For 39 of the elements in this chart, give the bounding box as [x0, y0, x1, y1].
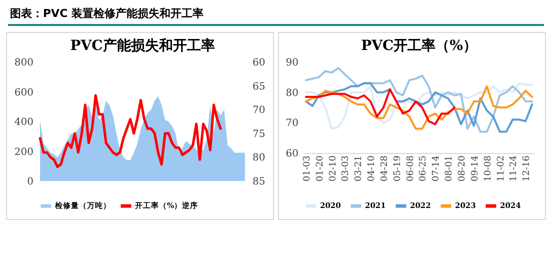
- x-tick-label: 10-08: [483, 155, 494, 182]
- x-tick-label: 01-03: [302, 155, 312, 182]
- line-series: [38, 94, 222, 168]
- y-tick-label: 60: [286, 148, 298, 160]
- x-tick-label: 03-21: [354, 156, 364, 182]
- x-tick-label: 11-24: [509, 155, 520, 182]
- x-tick-label: 04-28: [380, 155, 390, 182]
- x-tick-label: 04-10: [367, 155, 378, 182]
- y-tick-label: 200: [14, 146, 34, 158]
- x-tick-label: 03-03: [341, 155, 352, 182]
- y-tick-label: 70: [286, 118, 298, 130]
- y2-tick-label: 75: [252, 128, 266, 140]
- y2-tick-label: 65: [252, 81, 266, 92]
- line-series: [304, 67, 534, 133]
- y-tick-label: 80: [286, 88, 298, 99]
- y-tick-label: 800: [14, 58, 34, 68]
- x-tick-label: 08-01: [444, 156, 455, 182]
- chart-title: PVC开工率（%）: [361, 37, 477, 54]
- x-tick-label: 05-19: [392, 155, 403, 182]
- y2-tick-label: 60: [252, 58, 266, 68]
- y-tick-label: 0: [27, 176, 34, 188]
- x-tick-label: 12-16: [522, 155, 532, 182]
- x-tick-label: 06-25: [418, 155, 429, 182]
- y2-tick-label: 80: [252, 152, 266, 164]
- x-tick-label: 09-14: [470, 155, 480, 182]
- x-tick-label: 08-20: [457, 155, 468, 182]
- y-tick-label: 90: [286, 58, 298, 68]
- chart-title: PVC产能损失和开工率: [70, 37, 215, 54]
- x-tick-label: 02-10: [328, 155, 338, 182]
- line-series: [304, 88, 456, 126]
- x-tick-label: 01-20: [315, 155, 326, 182]
- y-tick-label: 600: [14, 87, 34, 98]
- x-tick-label: 06-08: [406, 155, 416, 182]
- x-tick-label: 11-02: [496, 156, 506, 182]
- y2-tick-label: 70: [252, 105, 266, 116]
- y2-tick-label: 85: [252, 176, 266, 188]
- x-tick-label: 07-14: [432, 155, 442, 182]
- y-tick-label: 400: [14, 117, 34, 128]
- text: 图表：PVC 装置检修产能损失和开工率: [10, 6, 204, 21]
